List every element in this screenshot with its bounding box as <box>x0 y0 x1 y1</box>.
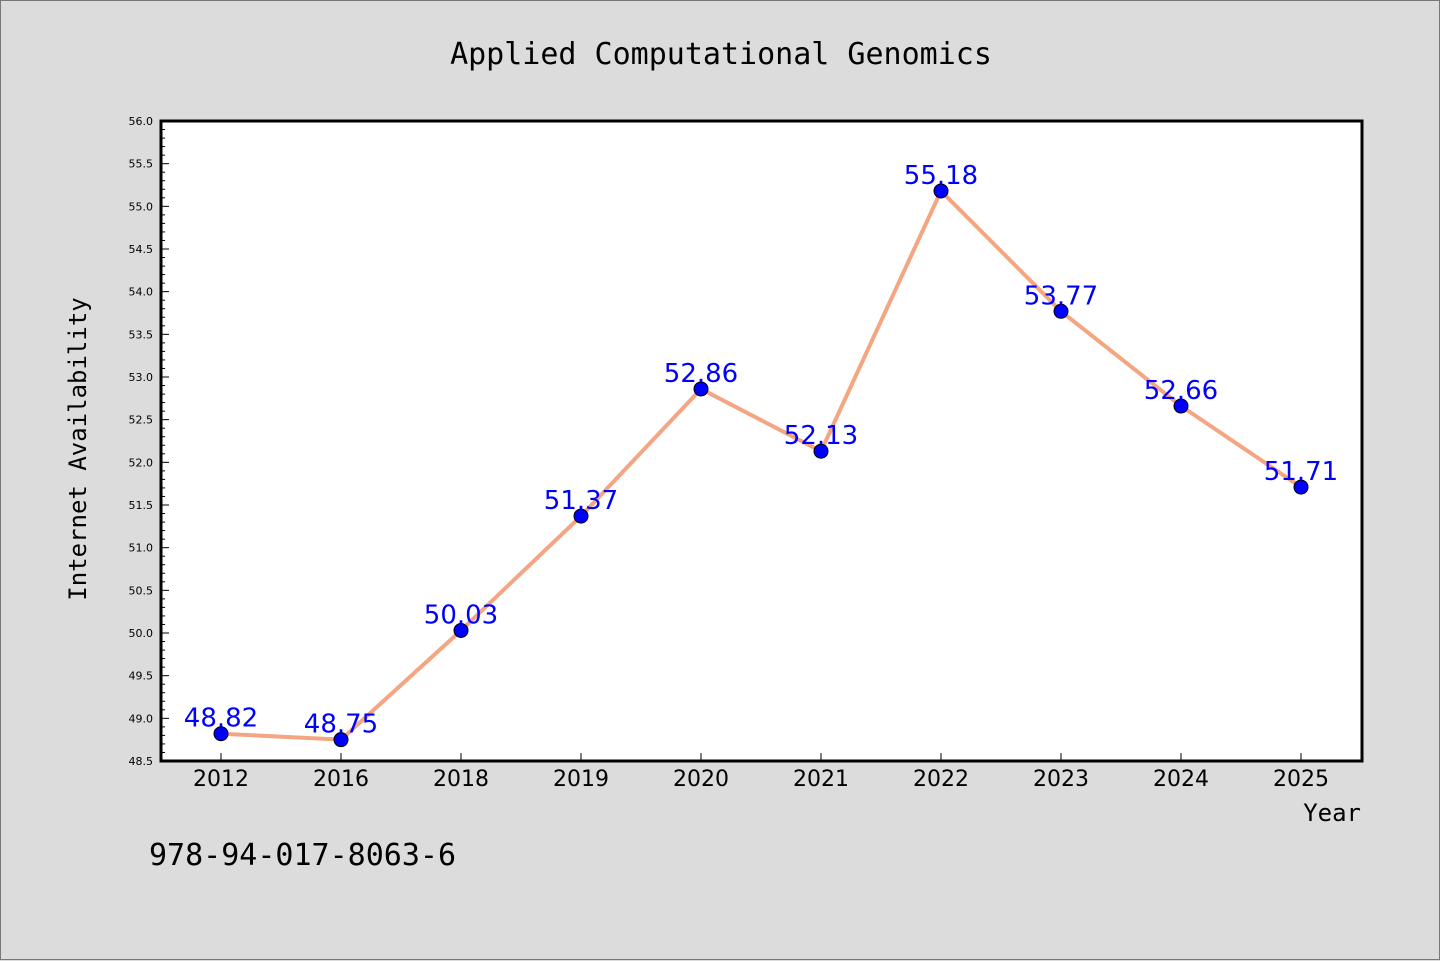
data-label: 50.03 <box>424 600 498 630</box>
y-tick-label: 55.0 <box>129 200 154 213</box>
y-tick-label: 56.0 <box>129 115 154 128</box>
plot-area <box>159 119 1364 763</box>
data-point <box>693 381 709 397</box>
data-label: 52.86 <box>664 359 738 389</box>
data-point <box>1053 303 1069 319</box>
x-axis: 2012 2016 2018 2019 2020 2021 2022 2023 2024 2025 <box>193 753 1329 792</box>
y-axis-title: Internet Availability <box>64 297 92 600</box>
x-tick-label: 2024 <box>1153 767 1209 792</box>
y-tick-label: 54.0 <box>129 286 154 299</box>
y-tick-label: 49.0 <box>129 712 154 725</box>
y-axis: 48.5 49.0 49.5 50.0 50.5 51.0 51.5 52.0 52.5 53.0… <box>129 115 169 768</box>
y-tick-label: 53.0 <box>129 371 154 384</box>
y-tick-label: 53.5 <box>129 328 154 341</box>
y-tick-label: 55.5 <box>129 158 154 171</box>
y-tick-label: 51.5 <box>129 499 154 512</box>
y-tick-label: 52.5 <box>129 414 154 427</box>
series-group: 48.82 48.75 50.03 51.37 52.86 52.13 55.18 53.77… <box>184 161 1338 748</box>
x-tick-label: 2020 <box>673 767 729 792</box>
x-tick-label: 2012 <box>193 767 249 792</box>
chart-title: Applied Computational Genomics <box>450 37 992 72</box>
x-tick-label: 2019 <box>553 767 609 792</box>
data-label: 53.77 <box>1024 281 1098 311</box>
data-point <box>333 732 349 748</box>
data-label: 52.66 <box>1144 376 1218 406</box>
x-axis-title: Year <box>1303 799 1361 827</box>
x-tick-label: 2022 <box>913 767 969 792</box>
data-point <box>213 726 229 742</box>
x-tick-label: 2018 <box>433 767 489 792</box>
data-point <box>1293 479 1309 495</box>
data-point <box>1173 398 1189 414</box>
x-tick-label: 2023 <box>1033 767 1089 792</box>
y-tick-label: 49.5 <box>129 670 154 683</box>
data-label: 48.75 <box>304 710 378 740</box>
y-tick-label: 50.0 <box>129 627 154 640</box>
y-tick-label: 52.0 <box>129 456 154 469</box>
data-label: 51.71 <box>1264 457 1338 487</box>
y-tick-label: 48.5 <box>129 755 154 768</box>
data-point <box>933 183 949 199</box>
x-tick-label: 2025 <box>1273 767 1329 792</box>
x-tick-label: 2016 <box>313 767 369 792</box>
data-point <box>573 508 589 524</box>
data-label: 51.37 <box>544 486 618 516</box>
footer-code: 978-94-017-8063-6 <box>149 838 456 873</box>
series-line <box>220 188 1303 742</box>
data-point <box>453 622 469 638</box>
y-tick-label: 54.5 <box>129 243 154 256</box>
data-label: 55.18 <box>904 161 978 191</box>
y-tick-label: 51.0 <box>129 542 154 555</box>
data-point <box>813 443 829 459</box>
data-label: 52.13 <box>784 421 858 451</box>
data-label: 48.82 <box>184 704 258 734</box>
x-tick-label: 2021 <box>793 767 849 792</box>
y-tick-label: 50.5 <box>129 584 154 597</box>
